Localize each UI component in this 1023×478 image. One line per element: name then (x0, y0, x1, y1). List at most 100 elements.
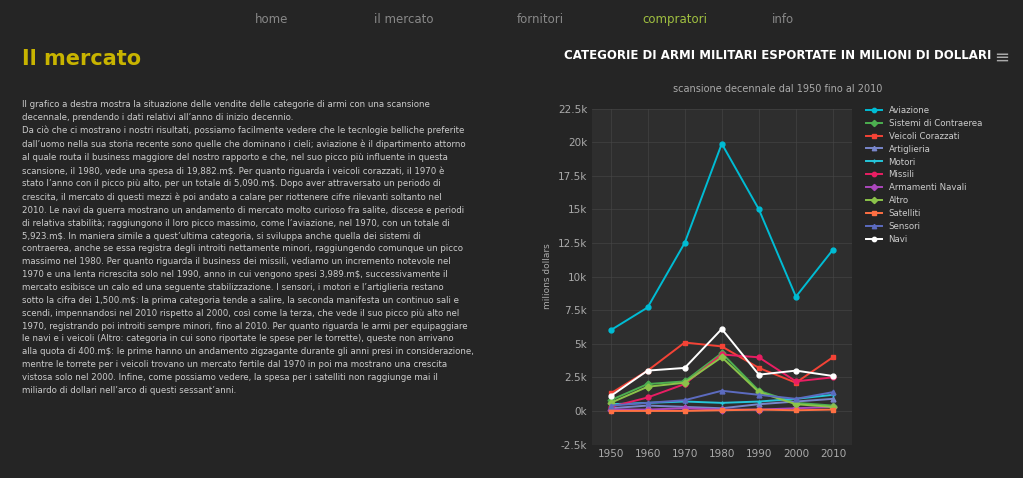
Altro (790, 402, 802, 407)
Altro (678, 380, 691, 386)
Missili (790, 379, 802, 384)
Veicoli Corazzati (641, 368, 654, 373)
Aviazione (716, 141, 728, 147)
Veicoli Corazzati (605, 391, 617, 396)
Text: compratori: compratori (642, 13, 708, 26)
Sensori (827, 389, 839, 395)
Missili (753, 355, 765, 360)
Text: scansione decennale dal 1950 fino al 2010: scansione decennale dal 1950 fino al 201… (673, 85, 882, 95)
Motori (678, 399, 691, 404)
Satelliti (605, 408, 617, 414)
Aviazione (753, 206, 765, 212)
Text: ≡: ≡ (994, 49, 1009, 67)
Altro (716, 354, 728, 360)
Sensori (678, 397, 691, 403)
Artiglieria (790, 399, 802, 404)
Artiglieria (678, 404, 691, 410)
Y-axis label: milions dollars: milions dollars (543, 244, 552, 309)
Motori (605, 402, 617, 407)
Navi (790, 368, 802, 373)
Text: info: info (771, 13, 794, 26)
Satelliti (790, 407, 802, 413)
Sistemi di Contraerea (827, 402, 839, 408)
Satelliti (716, 407, 728, 413)
Satelliti (678, 408, 691, 414)
Aviazione (678, 240, 691, 246)
Sensori (753, 392, 765, 398)
Missili (827, 374, 839, 380)
Veicoli Corazzati (678, 340, 691, 346)
Aviazione (641, 304, 654, 310)
Navi (753, 372, 765, 378)
Altro (641, 384, 654, 390)
Line: Veicoli Corazzati: Veicoli Corazzati (608, 340, 836, 396)
Line: Sistemi di Contraerea: Sistemi di Contraerea (608, 351, 836, 408)
Text: Il grafico a destra mostra la situazione delle vendite delle categorie di armi c: Il grafico a destra mostra la situazione… (23, 100, 475, 395)
Veicoli Corazzati (753, 365, 765, 371)
Navi (605, 393, 617, 399)
Satelliti (753, 407, 765, 413)
Navi (827, 373, 839, 379)
Text: Il mercato: Il mercato (23, 49, 141, 69)
Sistemi di Contraerea (605, 397, 617, 403)
Sistemi di Contraerea (753, 388, 765, 394)
Altro (827, 404, 839, 410)
Motori (790, 396, 802, 402)
Text: il mercato: il mercato (374, 13, 434, 26)
Artiglieria (716, 405, 728, 411)
Satelliti (827, 407, 839, 413)
Motori (753, 399, 765, 404)
Sensori (790, 396, 802, 402)
Artiglieria (641, 402, 654, 408)
Sistemi di Contraerea (790, 400, 802, 406)
Motori (716, 400, 728, 406)
Line: Armamenti Navali: Armamenti Navali (608, 404, 836, 412)
Line: Motori: Motori (608, 392, 836, 407)
Artiglieria (605, 405, 617, 411)
Text: CATEGORIE DI ARMI MILITARI ESPORTATE IN MILIONI DI DOLLARI: CATEGORIE DI ARMI MILITARI ESPORTATE IN … (564, 49, 991, 62)
Missili (716, 352, 728, 358)
Veicoli Corazzati (790, 380, 802, 386)
Altro (753, 389, 765, 395)
Armamenti Navali (605, 407, 617, 413)
Armamenti Navali (753, 407, 765, 413)
Sistemi di Contraerea (678, 379, 691, 384)
Satelliti (641, 408, 654, 414)
Motori (827, 392, 839, 398)
Veicoli Corazzati (716, 344, 728, 349)
Sensori (641, 400, 654, 406)
Line: Altro: Altro (608, 355, 836, 409)
Navi (641, 368, 654, 373)
Legend: Aviazione, Sistemi di Contraerea, Veicoli Corazzati, Artiglieria, Motori, Missil: Aviazione, Sistemi di Contraerea, Veicol… (866, 106, 982, 244)
Line: Satelliti: Satelliti (608, 407, 836, 413)
Navi (716, 326, 728, 332)
Sensori (716, 388, 728, 394)
Line: Sensori: Sensori (608, 388, 836, 408)
Sensori (605, 402, 617, 408)
Text: fornitori: fornitori (517, 13, 564, 26)
Armamenti Navali (827, 404, 839, 410)
Sistemi di Contraerea (716, 350, 728, 356)
Line: Missili: Missili (608, 352, 836, 409)
Aviazione (827, 247, 839, 252)
Artiglieria (753, 402, 765, 407)
Text: home: home (255, 13, 287, 26)
Aviazione (790, 294, 802, 300)
Navi (678, 365, 691, 371)
Artiglieria (827, 396, 839, 402)
Aviazione (605, 327, 617, 333)
Sistemi di Contraerea (641, 381, 654, 387)
Veicoli Corazzati (827, 354, 839, 360)
Line: Navi: Navi (608, 326, 836, 399)
Motori (641, 400, 654, 406)
Missili (678, 381, 691, 387)
Armamenti Navali (678, 405, 691, 411)
Line: Aviazione: Aviazione (608, 141, 836, 333)
Armamenti Navali (790, 405, 802, 411)
Missili (641, 395, 654, 401)
Armamenti Navali (641, 407, 654, 413)
Armamenti Navali (716, 407, 728, 413)
Line: Artiglieria: Artiglieria (608, 396, 836, 411)
Altro (605, 400, 617, 406)
Missili (605, 404, 617, 410)
